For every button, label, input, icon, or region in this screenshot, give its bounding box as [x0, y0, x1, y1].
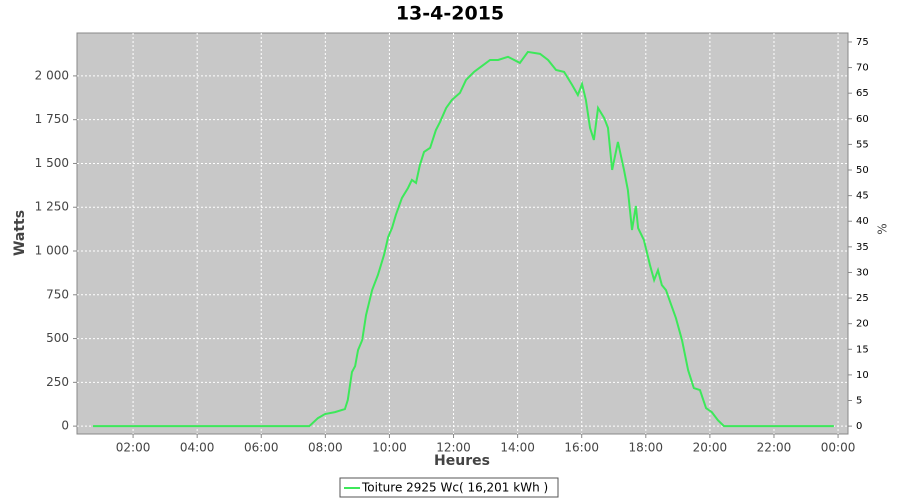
y2-tick-label: 0 — [856, 421, 862, 432]
y2-tick-label: 60 — [856, 114, 869, 125]
x-tick-label: 04:00 — [180, 441, 215, 455]
y-tick-label: 500 — [46, 331, 69, 345]
y2-tick-label: 75 — [856, 37, 869, 48]
y-tick-label: 0 — [61, 419, 69, 433]
y2-tick-label: 30 — [856, 267, 869, 278]
y2-tick-label: 40 — [856, 216, 869, 227]
legend-label: Toiture 2925 Wc( 16,201 kWh ) — [361, 481, 548, 495]
x-axis-label: Heures — [434, 453, 490, 469]
y2-tick-label: 55 — [856, 139, 869, 150]
y-tick-label: 1 250 — [35, 200, 69, 214]
y-tick-label: 750 — [46, 287, 69, 301]
x-tick-label: 00:00 — [821, 441, 856, 455]
y2-tick-label: 70 — [856, 63, 869, 74]
x-tick-label: 22:00 — [757, 441, 792, 455]
y-tick-label: 1 500 — [35, 156, 69, 170]
y2-tick-label: 25 — [856, 293, 869, 304]
y2-tick-label: 50 — [856, 165, 869, 176]
y2-tick-label: 35 — [856, 242, 869, 253]
legend: Toiture 2925 Wc( 16,201 kWh ) — [339, 477, 559, 498]
x-tick-label: 14:00 — [500, 441, 535, 455]
y2-tick-label: 45 — [856, 191, 869, 202]
y2-tick-label: 10 — [856, 370, 869, 381]
y-axis-label: Watts — [12, 210, 28, 256]
x-tick-label: 20:00 — [693, 441, 728, 455]
y2-tick-label: 5 — [856, 396, 862, 407]
y2-tick-label: 65 — [856, 88, 869, 99]
series-line — [93, 50, 834, 428]
x-tick-label: 02:00 — [116, 441, 151, 455]
x-tick-label: 18:00 — [628, 441, 663, 455]
x-tick-label: 16:00 — [564, 441, 599, 455]
y2-axis-label: % — [876, 223, 890, 234]
y-tick-label: 2 000 — [35, 68, 69, 82]
x-tick-label: 08:00 — [308, 441, 343, 455]
plot-area — [76, 32, 849, 435]
y-tick-label: 1 000 — [35, 244, 69, 258]
legend-box — [339, 477, 559, 498]
y-tick-label: 250 — [46, 375, 69, 389]
y-tick-label: 1 750 — [35, 112, 69, 126]
chart-title: 13-4-2015 — [396, 3, 504, 25]
x-tick-label: 12:00 — [436, 441, 471, 455]
x-tick-label: 10:00 — [372, 441, 407, 455]
y2-tick-label: 20 — [856, 319, 869, 330]
x-tick-label: 06:00 — [244, 441, 279, 455]
y2-tick-label: 15 — [856, 344, 869, 355]
